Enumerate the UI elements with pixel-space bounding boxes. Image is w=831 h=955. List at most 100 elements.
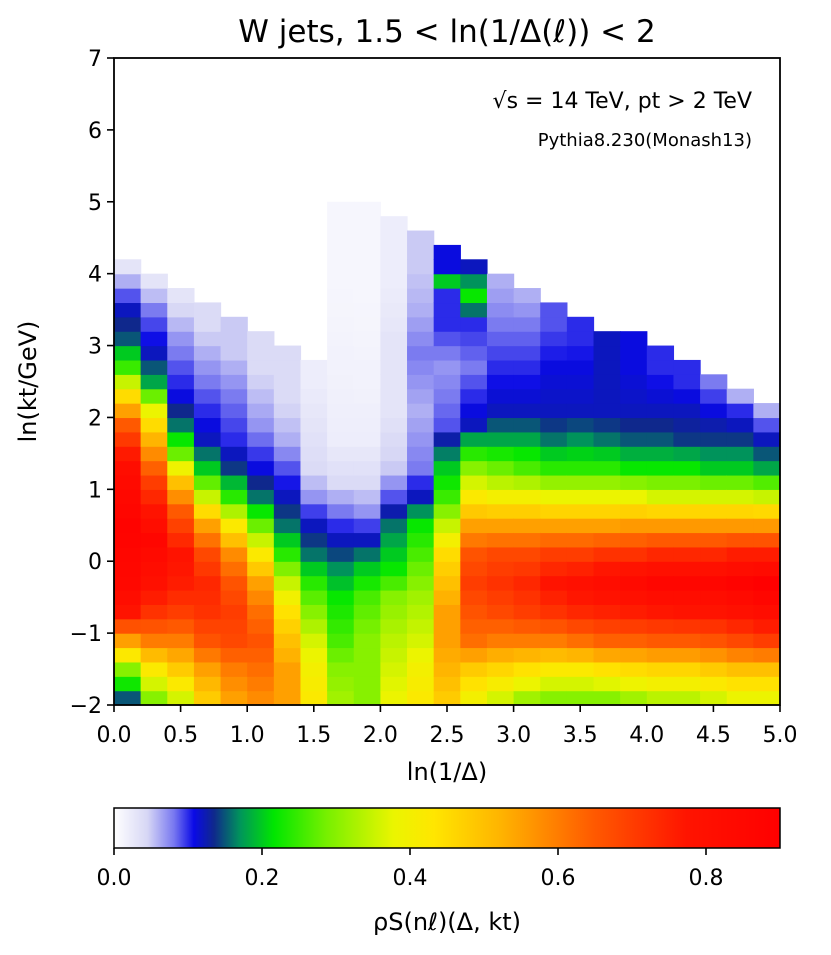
heatmap-cell [353,216,381,232]
heatmap-cell [566,359,595,375]
heatmap-cell [167,417,195,433]
axis-ticks: 0.0 0.5 1.0 1.5 2.0 2.5 3.0 3.5 4.0 4.5 5.0 −2 −1 0 1 2… [70,47,798,748]
heatmap-cell [353,244,381,260]
heatmap-cell [327,561,355,577]
heatmap-cell [140,302,168,318]
heatmap-cell [753,431,781,447]
heatmap-cell [140,431,168,447]
heatmap-cell [726,546,754,562]
heatmap-cell [673,518,701,534]
heatmap-cell [273,403,302,419]
heatmap-cell [460,589,488,605]
heatmap-cell [353,647,381,663]
heatmap-cell [513,518,541,534]
heatmap-cell [753,618,781,634]
x-tick-label: 1.5 [296,723,331,748]
heatmap-cell [566,374,595,390]
heatmap-cell [486,518,515,534]
heatmap-cell [726,503,754,519]
heatmap-cell [353,345,381,361]
heatmap-cell [407,345,435,361]
heatmap-cell [646,388,675,404]
heatmap-cell [327,388,355,404]
heatmap-cell [753,676,781,692]
heatmap-cell [566,618,595,634]
heatmap-cell [327,316,355,332]
heatmap-cell [353,532,381,548]
heatmap-cell [273,503,302,519]
heatmap-cell [407,589,435,605]
heatmap-cell [513,460,541,476]
heatmap-cell [513,345,541,361]
heatmap-cell [433,618,461,634]
heatmap-cell [460,446,488,462]
heatmap-cell [193,403,222,419]
heatmap-cell [593,676,621,692]
heatmap-cell [353,331,381,347]
heatmap-cell [140,460,168,476]
heatmap-cell [513,474,541,490]
heatmap-cell [513,417,541,433]
heatmap-cell [273,460,302,476]
heatmap-cell [486,345,515,361]
heatmap-cell [407,561,435,577]
heatmap-cell [247,575,275,591]
heatmap-cell [753,489,781,505]
heatmap-cell [460,259,488,275]
heatmap-cell [566,431,595,447]
heatmap-cell [407,302,435,318]
heatmap-cell [433,661,461,677]
heatmap-cell [460,489,488,505]
heatmap-cell [327,273,355,289]
heatmap-cell [193,331,222,347]
heatmap-cell [620,561,648,577]
heatmap-cell [646,518,675,534]
heatmap-cell [353,374,381,390]
heatmap-cell [220,503,248,519]
heatmap-cell [620,374,648,390]
heatmap-cell [167,316,195,332]
heatmap-cell [300,417,328,433]
heatmap-cell [193,345,222,361]
heatmap-cell [140,561,168,577]
heatmap-cell [247,403,275,419]
heatmap-cell [380,489,408,505]
heatmap-cell [753,446,781,462]
heatmap-cell [486,431,515,447]
heatmap-cell [566,446,595,462]
heatmap-cell [753,690,781,706]
heatmap-cell [673,532,701,548]
y-tick-label: 4 [88,263,102,288]
heatmap-cell [646,647,675,663]
heatmap-cell [380,690,408,706]
heatmap-cell [327,403,355,419]
heatmap-cell [327,431,355,447]
heatmap-cell [167,288,195,304]
heatmap-cell [273,489,302,505]
heatmap-cell [486,676,515,692]
heatmap-cell [140,604,168,620]
heatmap-cell [300,661,328,677]
heatmap-cell [700,474,728,490]
heatmap-cell [407,331,435,347]
x-tick-label: 1.0 [230,723,265,748]
heatmap-cell [220,460,248,476]
heatmap-cell [220,647,248,663]
heatmap-cell [407,546,435,562]
heatmap-cell [167,647,195,663]
heatmap-cell [433,546,461,562]
heatmap-cell [566,647,595,663]
heatmap-cell [380,259,408,275]
colorbar [113,807,781,849]
heatmap-cell [540,618,568,634]
heatmap-cell [726,604,754,620]
heatmap-cell [513,676,541,692]
heatmap-cell [673,417,701,433]
heatmap-cell [646,575,675,591]
chart-title: W jets, 1.5 < ln(1/Δ(ℓ)) < 2 [238,14,655,50]
heatmap-cell [486,532,515,548]
heatmap-cell [167,374,195,390]
heatmap-cell [300,388,328,404]
heatmap-cell [620,618,648,634]
heatmap-cell [593,661,621,677]
